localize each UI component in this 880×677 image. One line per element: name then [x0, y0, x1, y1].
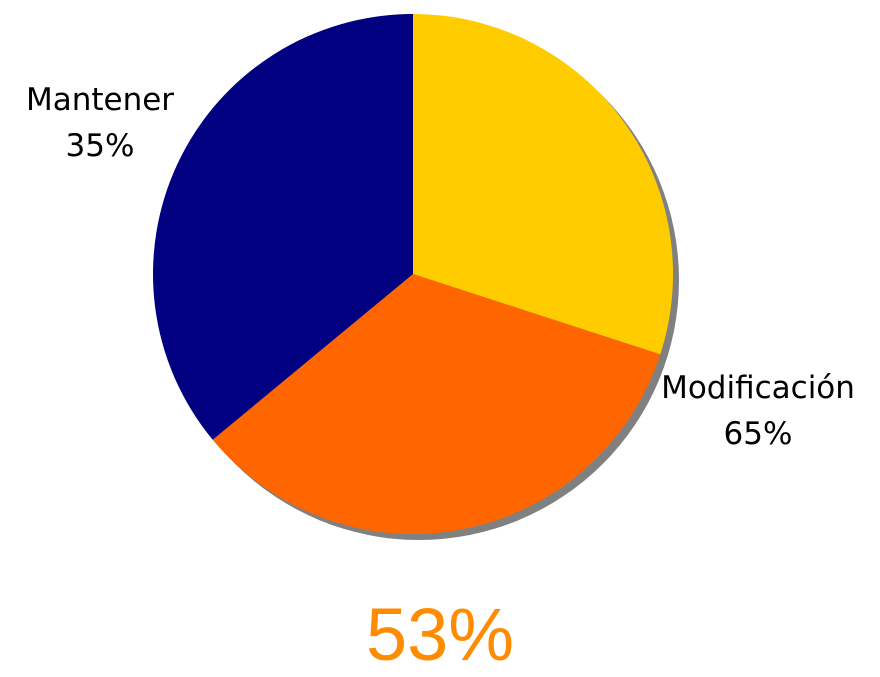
slice-mantener — [153, 14, 413, 440]
slice-modificacion — [212, 274, 661, 535]
big-percent-value: 53% — [365, 593, 515, 676]
label-mantener-name: Mantener — [26, 82, 174, 118]
pie-slices — [153, 14, 673, 535]
label-modificacion-name: Modificación — [661, 370, 855, 406]
label-modificacion-percent: 65% — [724, 416, 793, 452]
slice-yellow — [413, 14, 673, 355]
label-mantener-percent: 35% — [66, 128, 135, 164]
